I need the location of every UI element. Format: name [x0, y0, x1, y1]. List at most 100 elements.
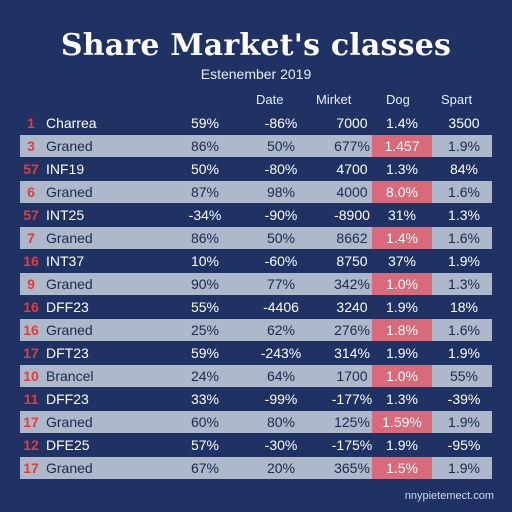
rank-number: 11 — [23, 391, 39, 407]
rank-number: 57 — [23, 161, 39, 177]
cell-spart-col4: 1.4% — [386, 115, 418, 131]
cell-spart: -39% — [447, 391, 481, 407]
cell-spart-col4: 1.9% — [386, 345, 418, 361]
highlight-badge: 1.0% — [372, 365, 432, 387]
cell-mirket: 62% — [266, 322, 296, 338]
rank-number: 7 — [27, 230, 35, 246]
table-row: 16 DFF23 55% -4406 3240 1.9% 18% — [20, 296, 492, 318]
highlight-badge: 1.4% — [372, 227, 432, 249]
column-header-dog: Dog — [386, 92, 410, 107]
cell-dog: 314% — [334, 345, 370, 361]
cell-date: 59% — [190, 115, 220, 131]
cell-date: 86% — [190, 230, 220, 246]
cell-dog: 276% — [334, 322, 370, 338]
row-name: INT37 — [46, 253, 85, 269]
cell-spart: 18% — [449, 299, 479, 315]
rank-number: 3 — [27, 138, 35, 154]
cell-date: 33% — [190, 391, 220, 407]
cell-mirket: -80% — [264, 161, 298, 177]
table-body: 1 Charrea 59% -86% 7000 1.4% 3500 3 Graned 86% 50%… — [20, 112, 492, 490]
row-name: Charrea — [46, 115, 97, 131]
rank-number: 1 — [27, 115, 35, 131]
row-name: Graned — [46, 138, 93, 154]
cell-date: 87% — [190, 184, 220, 200]
table-row: 11 DFF23 33% -99% -177% 1.3% -39% — [20, 388, 492, 410]
column-header-date: Date — [256, 92, 284, 107]
cell-mirket: -243% — [260, 345, 302, 361]
row-name: INF19 — [46, 161, 85, 177]
cell-mirket: -86% — [264, 115, 298, 131]
table-row: 10 Brancel 24% 64% 1700 1.0% 55% — [20, 365, 492, 387]
cell-dog: -8900 — [334, 207, 370, 223]
cell-dog: 677% — [334, 138, 370, 154]
cell-mirket: -99% — [264, 391, 298, 407]
cell-mirket: -4406 — [263, 299, 299, 315]
watermark: nnypietemect.com — [404, 490, 494, 502]
column-header-mirket: Mirket — [316, 92, 352, 107]
cell-spart-col4: 1.9% — [386, 437, 418, 453]
table-row: 16 INT37 10% -60% 8750 37% 1.9% — [20, 250, 492, 272]
cell-date: 25% — [190, 322, 220, 338]
cell-spart-col4: 31% — [387, 207, 417, 223]
cell-spart: 1.3% — [448, 207, 480, 223]
cell-spart-col4: 1.0% — [370, 273, 434, 295]
cell-dog: 4000 — [336, 184, 368, 200]
table-row: 17 DFT23 59% -243% 314% 1.9% 1.9% — [20, 342, 492, 364]
row-name: Graned — [46, 322, 93, 338]
cell-dog: 3240 — [336, 299, 368, 315]
table-row: 7 Graned 86% 50% 8662 1.4% 1.6% — [20, 227, 492, 249]
cell-spart: 1.9% — [448, 460, 480, 476]
cell-dog: 365% — [334, 460, 370, 476]
cell-spart: 1.9% — [448, 414, 480, 430]
row-name: Graned — [46, 184, 93, 200]
cell-spart: 1.9% — [448, 253, 480, 269]
cell-mirket: -90% — [264, 207, 298, 223]
cell-spart: 1.9% — [448, 345, 480, 361]
cell-dog: 7000 — [336, 115, 368, 131]
highlight-badge: 1.5% — [372, 457, 432, 479]
row-name: DFF23 — [46, 391, 89, 407]
cell-spart-col4: 1.3% — [386, 391, 418, 407]
rank-number: 57 — [23, 207, 39, 223]
rank-number: 10 — [23, 368, 39, 384]
rank-number: 16 — [23, 322, 39, 338]
cell-date: 55% — [190, 299, 220, 315]
highlight-badge: 1.59% — [372, 411, 432, 433]
row-name: DFE25 — [46, 437, 90, 453]
cell-date: 24% — [190, 368, 220, 384]
cell-mirket: 50% — [266, 138, 296, 154]
table-row: 12 DFE25 57% -30% -175% 1.9% -95% — [20, 434, 492, 456]
cell-date: 57% — [190, 437, 220, 453]
cell-mirket: 98% — [266, 184, 296, 200]
cell-mirket: 50% — [266, 230, 296, 246]
highlight-badge: 1.8% — [372, 319, 432, 341]
table-row: 17 Graned 67% 20% 365% 1.5% 1.9% — [20, 457, 492, 479]
row-name: INT25 — [46, 207, 85, 223]
cell-date: 60% — [190, 414, 220, 430]
cell-dog: 8750 — [336, 253, 368, 269]
cell-spart-col4: 37% — [387, 253, 417, 269]
cell-date: 67% — [190, 460, 220, 476]
cell-date: 90% — [190, 276, 220, 292]
table-row: 57 INT25 -34% -90% -8900 31% 1.3% — [20, 204, 492, 226]
row-name: DFF23 — [46, 299, 89, 315]
cell-spart: 84% — [449, 161, 479, 177]
table-row: 17 Graned 60% 80% 125% 1.59% 1.9% — [20, 411, 492, 433]
cell-mirket: -30% — [264, 437, 298, 453]
cell-date: -34% — [188, 207, 222, 223]
row-name: Brancel — [46, 368, 94, 384]
row-name: DFT23 — [46, 345, 89, 361]
cell-dog: 125% — [334, 414, 370, 430]
cell-dog: -177% — [331, 391, 373, 407]
cell-dog: -175% — [331, 437, 373, 453]
page-subtitle: Estenember 2019 — [200, 66, 312, 82]
cell-dog: 4700 — [336, 161, 368, 177]
cell-spart: 3500 — [448, 115, 480, 131]
rank-number: 16 — [23, 253, 39, 269]
row-name: Graned — [46, 414, 93, 430]
cell-spart-col4: 1.0% — [370, 365, 434, 387]
cell-mirket: 64% — [266, 368, 296, 384]
cell-spart-col4: 1.8% — [370, 319, 434, 341]
cell-spart: 1.9% — [448, 138, 480, 154]
